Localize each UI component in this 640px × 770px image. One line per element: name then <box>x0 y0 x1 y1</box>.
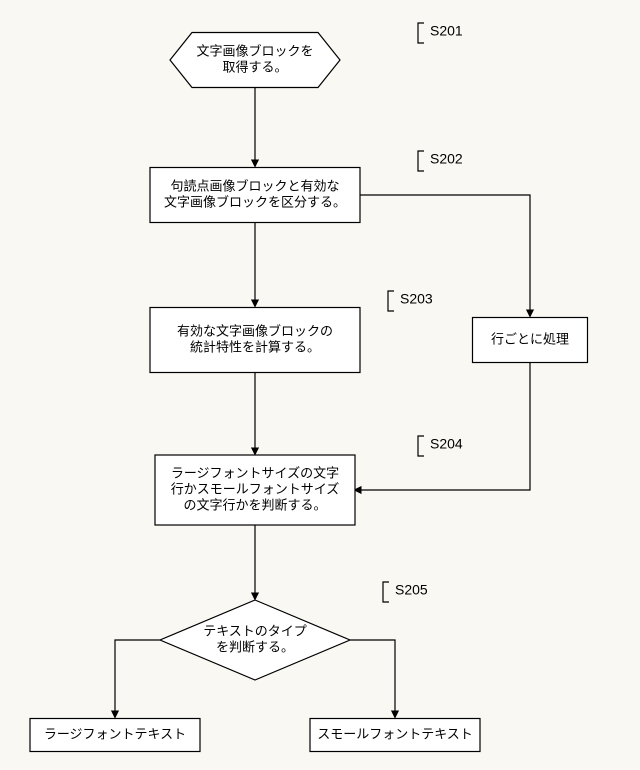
flowchart-canvas: 文字画像ブロックを取得する。句読点画像ブロックと有効な文字画像ブロックを区分する… <box>0 0 640 770</box>
flow-edge <box>115 640 160 717</box>
label-bracket <box>418 151 424 171</box>
step-label-s203: S203 <box>400 291 433 307</box>
step-label-s202: S202 <box>430 151 463 167</box>
node-text: 行かスモールフォントサイズ <box>171 481 340 496</box>
node-text: 有効な文字画像ブロックの <box>177 323 333 338</box>
node-text: ラージフォントテキスト <box>44 726 186 741</box>
flow-node-s205: テキストのタイプを判断する。 <box>160 600 350 680</box>
node-text: テキストのタイプ <box>203 623 307 638</box>
step-label-s201: S201 <box>430 23 463 39</box>
node-text: スモールフォントテキスト <box>317 726 473 741</box>
flow-edge <box>360 195 530 316</box>
flow-node-s202: 句読点画像ブロックと有効な文字画像ブロックを区分する。 <box>150 168 360 223</box>
flow-node-s203: 有効な文字画像ブロックの統計特性を計算する。 <box>150 308 360 373</box>
step-label-s205: S205 <box>395 582 428 598</box>
node-text: の文字行かを判断する。 <box>183 497 326 512</box>
flow-edge <box>355 363 530 490</box>
label-bracket <box>383 582 389 602</box>
label-bracket <box>418 436 424 456</box>
node-text: ラージフォントサイズの文字 <box>171 465 339 480</box>
flow-node-s201: 文字画像ブロックを取得する。 <box>170 33 340 88</box>
node-text: を判断する。 <box>216 639 294 654</box>
flow-node-small: スモールフォントテキスト <box>310 719 480 752</box>
flow-node-loop: 行ごとに処理 <box>473 318 588 363</box>
node-text: 統計特性を計算する。 <box>190 339 320 354</box>
step-label-s204: S204 <box>430 436 463 452</box>
flow-node-large: ラージフォントテキスト <box>30 719 200 752</box>
node-text: 行ごとに処理 <box>491 331 569 346</box>
flow-node-s204: ラージフォントサイズの文字行かスモールフォントサイズの文字行かを判断する。 <box>155 455 355 525</box>
node-text: 句読点画像ブロックと有効な <box>170 178 339 193</box>
label-bracket <box>418 23 424 43</box>
label-bracket <box>388 291 394 311</box>
flow-edge <box>350 640 395 717</box>
node-text: 取得する。 <box>222 59 287 74</box>
node-text: 文字画像ブロックを <box>196 43 313 58</box>
node-text: 文字画像ブロックを区分する。 <box>164 194 346 209</box>
